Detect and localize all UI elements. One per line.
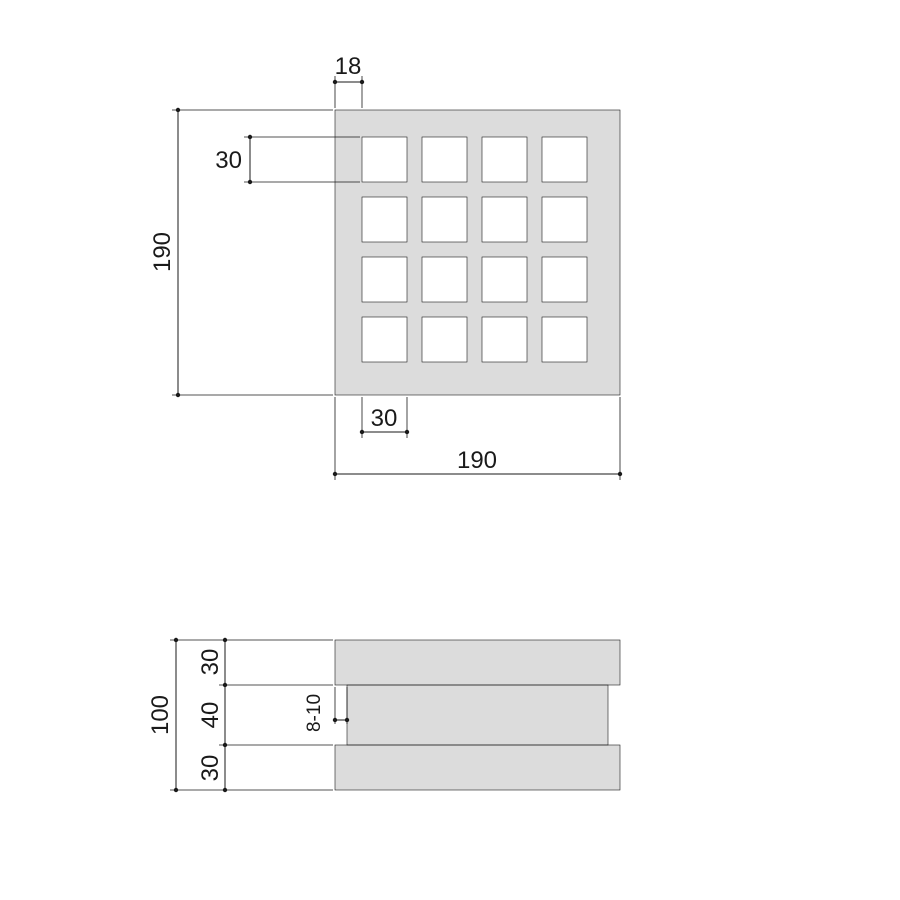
label-height-190: 190 (149, 232, 176, 272)
label-band-mid: 40 (197, 702, 224, 729)
label-band-top: 30 (197, 649, 224, 676)
label-inset: 8-10 (304, 694, 325, 732)
label-band-bot: 30 (197, 755, 224, 782)
dim-margin-18: 18 (333, 53, 364, 108)
dim-inset: 8-10 (304, 687, 349, 732)
top-view: 18 30 190 30 (149, 53, 622, 480)
label-total-100: 100 (147, 695, 174, 735)
technical-drawing: 18 30 190 30 (0, 0, 900, 900)
label-hole-w: 30 (371, 405, 398, 432)
side-view: 100 30 40 30 8-10 (147, 638, 620, 792)
label-margin-18: 18 (335, 53, 362, 80)
dim-hole-w-30: 30 (360, 397, 409, 438)
label-width-190: 190 (457, 447, 497, 474)
label-hole-h: 30 (215, 147, 242, 174)
